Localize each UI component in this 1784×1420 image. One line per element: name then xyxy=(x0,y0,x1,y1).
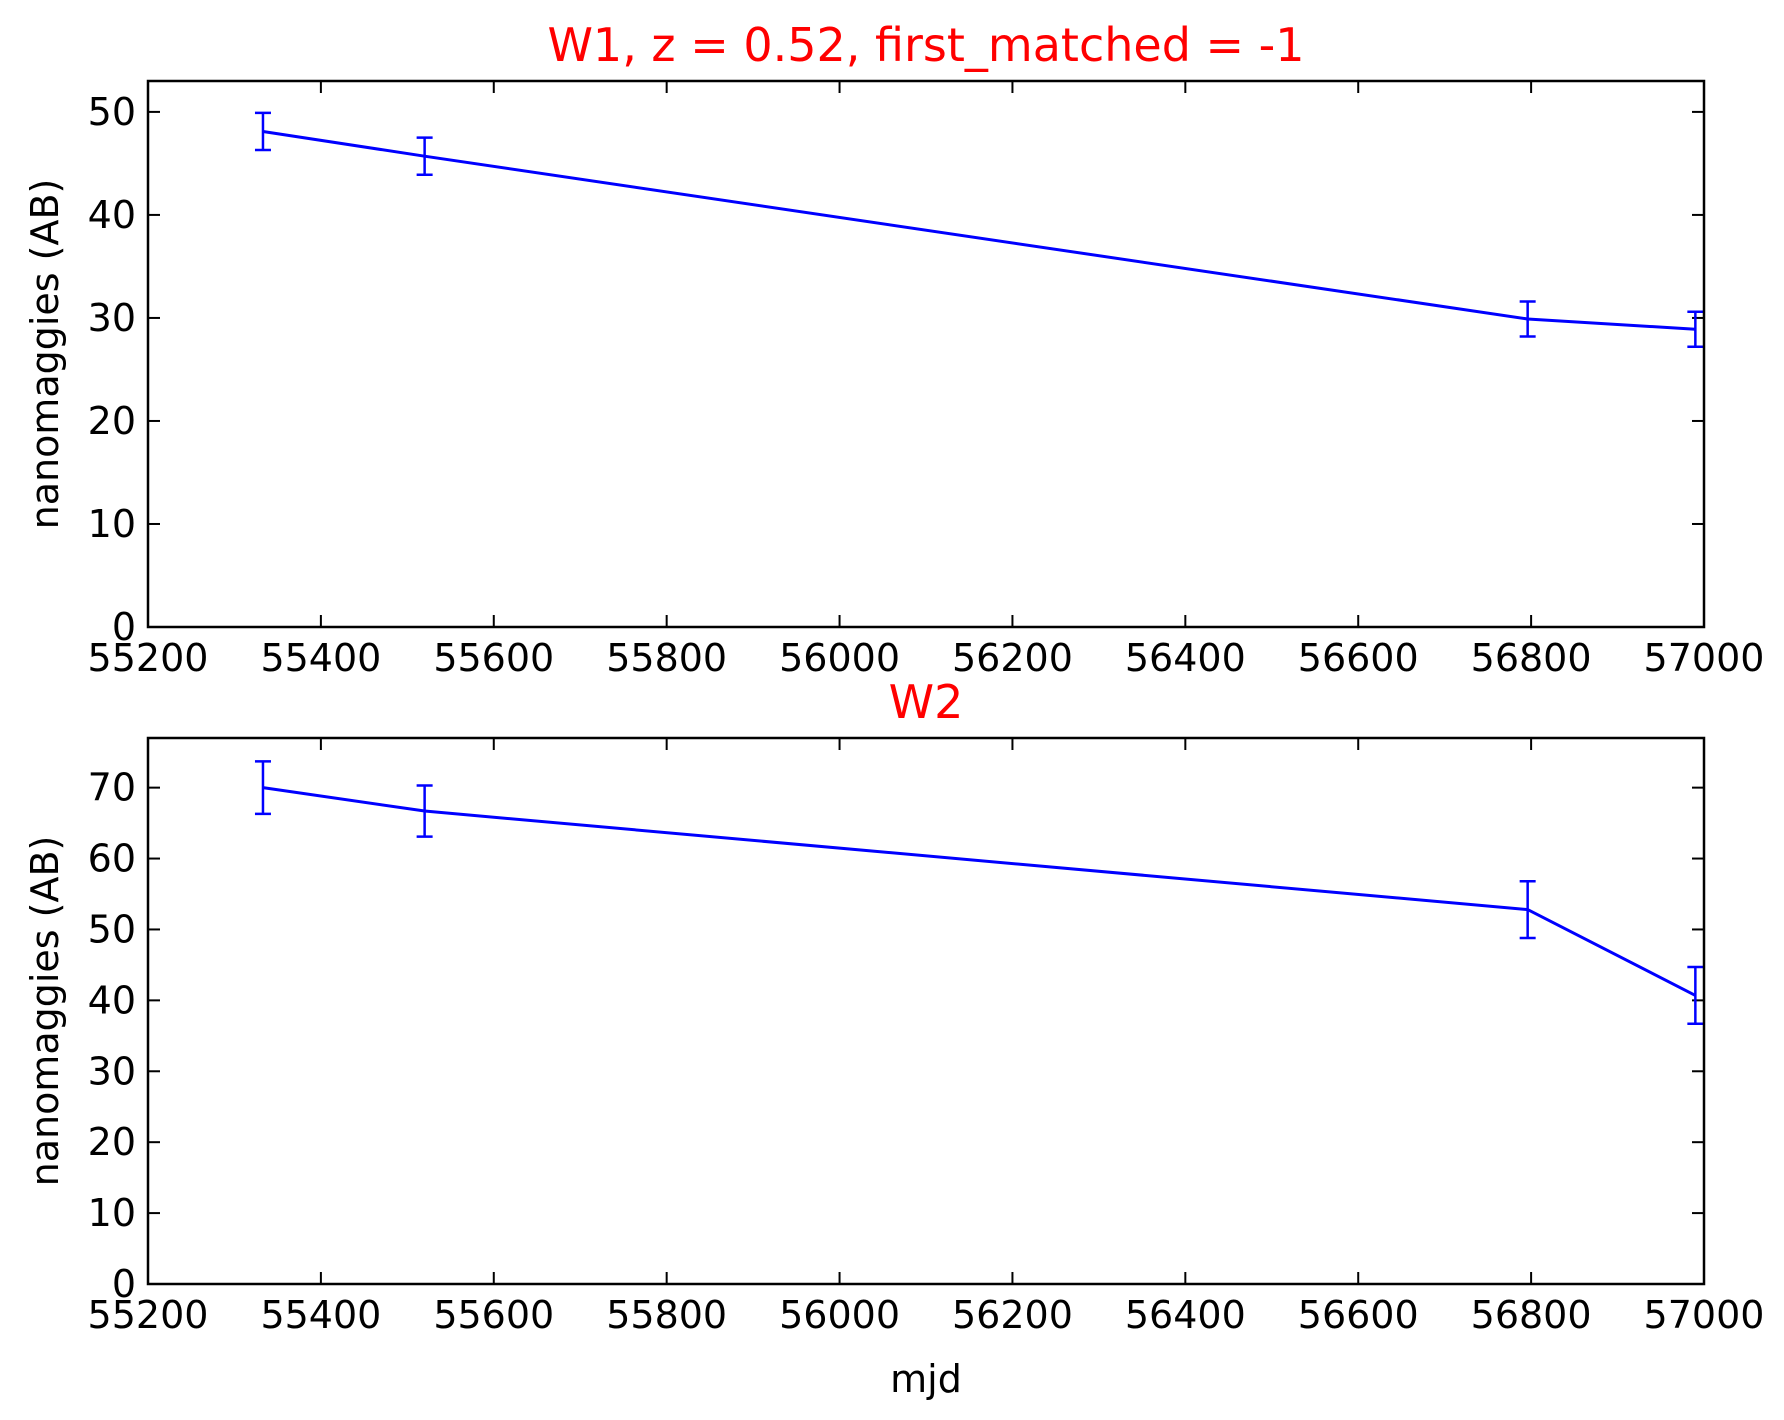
data-point xyxy=(1687,965,1704,1026)
x-tick-label: 56400 xyxy=(1125,636,1246,680)
x-axis-label: mjd xyxy=(890,1357,962,1401)
x-tick-label: 55600 xyxy=(433,1293,554,1337)
data-point xyxy=(416,136,433,176)
y-tick-label: 20 xyxy=(88,399,136,443)
x-tick-label: 55800 xyxy=(606,636,727,680)
series-line xyxy=(262,129,1696,331)
y-tick-label: 50 xyxy=(88,907,136,951)
x-tick-label: 55200 xyxy=(88,636,209,680)
x-tick-label: 56200 xyxy=(952,636,1073,680)
data-point xyxy=(1519,300,1536,338)
x-tick-label: 56600 xyxy=(1298,636,1419,680)
y-tick-label: 60 xyxy=(88,837,136,881)
x-tick-label: 56000 xyxy=(779,636,900,680)
y-tick-label: 0 xyxy=(112,605,136,649)
x-tick-label: 55400 xyxy=(260,636,381,680)
data-point xyxy=(254,760,271,816)
x-tick-label: 56800 xyxy=(1471,1293,1592,1337)
x-tick-label: 55200 xyxy=(88,1293,209,1337)
y-tick-label: 30 xyxy=(88,1049,136,1093)
x-tick-label: 56200 xyxy=(952,1293,1073,1337)
data-point xyxy=(416,784,433,838)
data-point xyxy=(254,111,271,152)
x-tick-label: 56400 xyxy=(1125,1293,1246,1337)
y-tick-label: 50 xyxy=(88,90,136,134)
x-tick-label: 57000 xyxy=(1644,1293,1765,1337)
x-tick-label: 55800 xyxy=(606,1293,727,1337)
y-tick-label: 20 xyxy=(88,1120,136,1164)
plot-frame xyxy=(146,79,1706,629)
chart-title: W1, z = 0.52, first_matched = -1 xyxy=(547,18,1304,72)
plot-frame xyxy=(146,736,1706,1286)
subplot-1: W1, z = 0.52, first_matched = -1 55200 554… xyxy=(23,18,1764,680)
data-point xyxy=(1687,310,1704,349)
x-tick-label: 55400 xyxy=(260,1293,381,1337)
data-point xyxy=(1519,879,1536,940)
y-axis-label: nanomaggies (AB) xyxy=(23,836,67,1187)
subplot-2: W2 55200 55400 55600 55800 56000 56200 56400 566… xyxy=(23,675,1764,1401)
y-tick-label: 40 xyxy=(88,978,136,1022)
y-tick-label: 70 xyxy=(88,766,136,810)
y-axis-label: nanomaggies (AB) xyxy=(23,179,67,530)
x-tick-label: 56000 xyxy=(779,1293,900,1337)
y-tick-label: 10 xyxy=(88,1191,136,1235)
x-tick-label: 56600 xyxy=(1298,1293,1419,1337)
y-tick-label: 0 xyxy=(112,1262,136,1306)
x-tick-label: 57000 xyxy=(1644,636,1765,680)
x-tick-label: 56800 xyxy=(1471,636,1592,680)
chart-title: W2 xyxy=(889,675,964,729)
series-line xyxy=(262,786,1697,997)
y-tick-label: 40 xyxy=(88,193,136,237)
y-tick-label: 30 xyxy=(88,296,136,340)
x-tick-label: 55600 xyxy=(433,636,554,680)
y-tick-label: 10 xyxy=(88,502,136,546)
